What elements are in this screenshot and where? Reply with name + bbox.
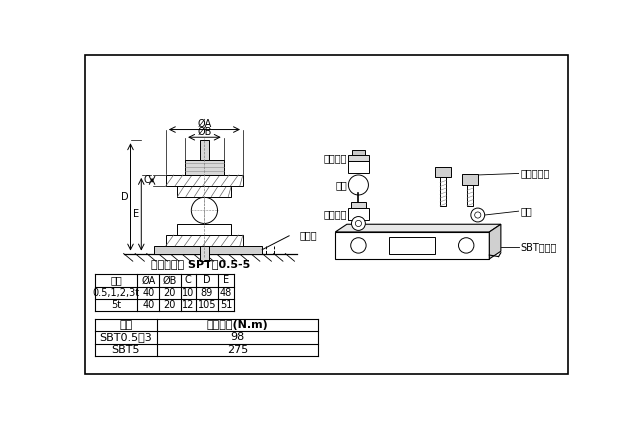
Text: 48: 48 [220,288,232,298]
Bar [348,208,369,221]
Text: ØB: ØB [162,275,177,286]
Text: C: C [185,275,192,286]
Text: SBT0.5～3: SBT0.5～3 [99,332,152,343]
Bar [200,246,209,261]
Bar [185,159,224,175]
Text: 传感器: 传感器 [299,230,317,240]
Text: 5t: 5t [111,300,121,310]
Bar [200,140,209,159]
Bar [389,237,436,253]
Circle shape [352,217,366,230]
Bar [352,150,364,155]
Circle shape [351,238,366,253]
Bar [178,186,231,196]
Text: SBT传感器: SBT传感器 [520,242,557,252]
Text: 51: 51 [220,300,232,310]
Text: 98: 98 [231,332,245,343]
Circle shape [355,221,362,227]
Bar [348,161,369,173]
Text: E: E [133,209,139,219]
Polygon shape [489,224,501,259]
Text: E: E [223,275,229,286]
Text: 40: 40 [142,300,154,310]
Text: 20: 20 [164,288,176,298]
Text: 高强度螺栓: 高强度螺栓 [520,168,550,178]
Text: 下承压头: 下承压头 [324,209,347,219]
Text: D: D [121,192,129,202]
Text: 连接件组件 SPT－0.5-5: 连接件组件 SPT－0.5-5 [151,259,250,269]
Circle shape [475,212,481,218]
Bar [467,185,473,206]
Text: 型号: 型号 [119,320,132,330]
Bar [440,177,446,206]
Circle shape [471,208,485,222]
Text: 拧紧力矩(N.m): 拧紧力矩(N.m) [206,320,268,330]
Text: 105: 105 [197,300,216,310]
Text: 0.5,1,2,3t: 0.5,1,2,3t [93,288,140,298]
Bar [178,224,231,235]
Bar [166,235,243,246]
Text: 10: 10 [182,288,194,298]
Text: ØA: ØA [197,119,211,129]
Text: 89: 89 [201,288,213,298]
Text: 275: 275 [227,345,248,355]
Text: 婬圈: 婬圈 [520,206,532,216]
Polygon shape [335,224,501,232]
Bar [335,232,489,259]
Text: ØB: ØB [197,127,211,137]
Circle shape [191,197,217,224]
Text: 12: 12 [182,300,194,310]
Bar [154,246,262,253]
Bar [436,167,451,177]
Text: D: D [203,275,211,286]
Text: 20: 20 [164,300,176,310]
Bar [348,155,369,161]
Bar [351,202,366,208]
Text: SBT5: SBT5 [111,345,140,355]
Circle shape [459,238,474,253]
Text: 40: 40 [142,288,154,298]
Bar [462,174,478,185]
Bar [166,175,243,186]
Text: ØA: ØA [141,275,155,286]
Text: 锂球: 锂球 [335,180,347,190]
Text: 上承压头: 上承压头 [324,153,347,163]
Text: C: C [143,176,150,185]
Text: 容量: 容量 [110,275,122,286]
Circle shape [348,175,368,195]
